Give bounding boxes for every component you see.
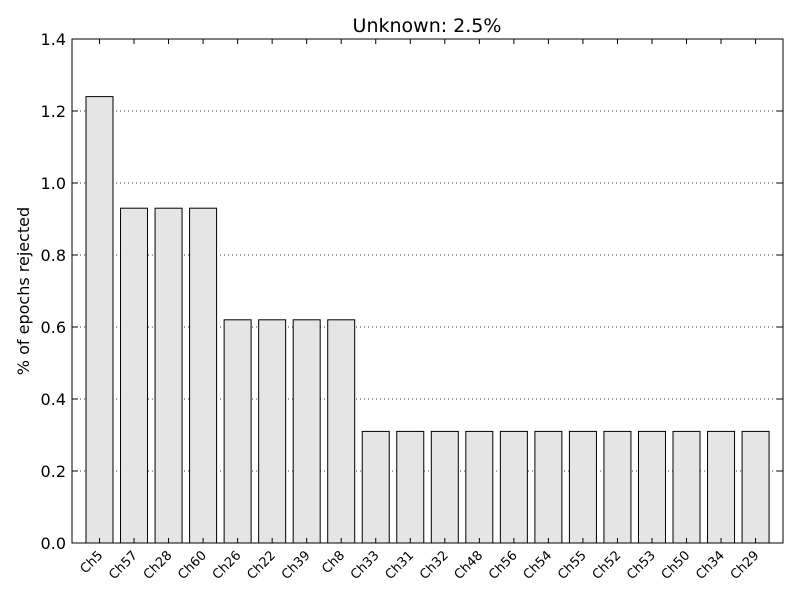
bar-ch55 (568, 430, 597, 544)
bar-ch53 (637, 430, 666, 544)
bar-ch32 (430, 430, 459, 544)
bar-ch56 (499, 430, 528, 544)
x-tick-label-ch50: Ch50 (659, 548, 694, 583)
bar-ch29 (741, 430, 770, 544)
y-tick-label: 0.0 (41, 534, 66, 553)
y-tick-label: 0.4 (41, 390, 66, 409)
y-tick-label: 1.4 (41, 30, 66, 49)
x-tick-label-ch56: Ch56 (486, 548, 521, 583)
bar-ch57 (120, 207, 149, 544)
x-tick-label-ch60: Ch60 (175, 548, 210, 583)
x-tick-label-ch53: Ch53 (624, 548, 659, 583)
y-tick-label: 0.6 (41, 318, 66, 337)
bar-ch39 (292, 319, 321, 544)
chart-title: Unknown: 2.5% (353, 15, 502, 37)
bar-ch26 (223, 319, 252, 544)
bar-ch22 (258, 319, 287, 544)
x-tick-label-ch39: Ch39 (279, 548, 314, 583)
x-tick-label-ch22: Ch22 (244, 548, 279, 583)
x-tick-label-ch55: Ch55 (555, 548, 590, 583)
x-tick-label-ch52: Ch52 (590, 548, 625, 583)
bar-ch54 (534, 430, 563, 544)
x-tick-label-ch57: Ch57 (106, 548, 141, 583)
bar-ch33 (361, 430, 390, 544)
x-tick-label-ch29: Ch29 (728, 548, 763, 583)
x-tick-label-ch54: Ch54 (521, 548, 556, 583)
bar-ch50 (672, 430, 701, 544)
x-tick-label-ch34: Ch34 (693, 548, 728, 583)
y-axis-label: % of epochs rejected (14, 207, 33, 375)
bar-ch34 (707, 430, 736, 544)
bar-ch8 (327, 319, 356, 544)
x-tick-label-ch32: Ch32 (417, 548, 452, 583)
bars (85, 96, 770, 544)
y-tick-label: 1.2 (41, 102, 66, 121)
bar-ch5 (85, 96, 114, 544)
bar-ch52 (603, 430, 632, 544)
x-tick-label-ch26: Ch26 (210, 548, 245, 583)
bar-ch31 (396, 430, 425, 544)
x-tick-label-ch5: Ch5 (78, 548, 107, 577)
y-tick-label: 0.2 (41, 462, 66, 481)
bar-ch48 (465, 430, 494, 544)
y-tick-label: 0.8 (41, 246, 66, 265)
plot-frame (71, 38, 784, 544)
y-tick-label: 1.0 (41, 174, 66, 193)
bar-ch28 (154, 207, 183, 544)
x-tick-label-ch33: Ch33 (348, 548, 383, 583)
x-tick-label-ch48: Ch48 (452, 548, 487, 583)
x-tick-label-ch8: Ch8 (319, 548, 348, 577)
x-tick-label-ch31: Ch31 (383, 548, 418, 583)
x-tick-label-ch28: Ch28 (141, 548, 176, 583)
bar-ch60 (189, 207, 218, 544)
